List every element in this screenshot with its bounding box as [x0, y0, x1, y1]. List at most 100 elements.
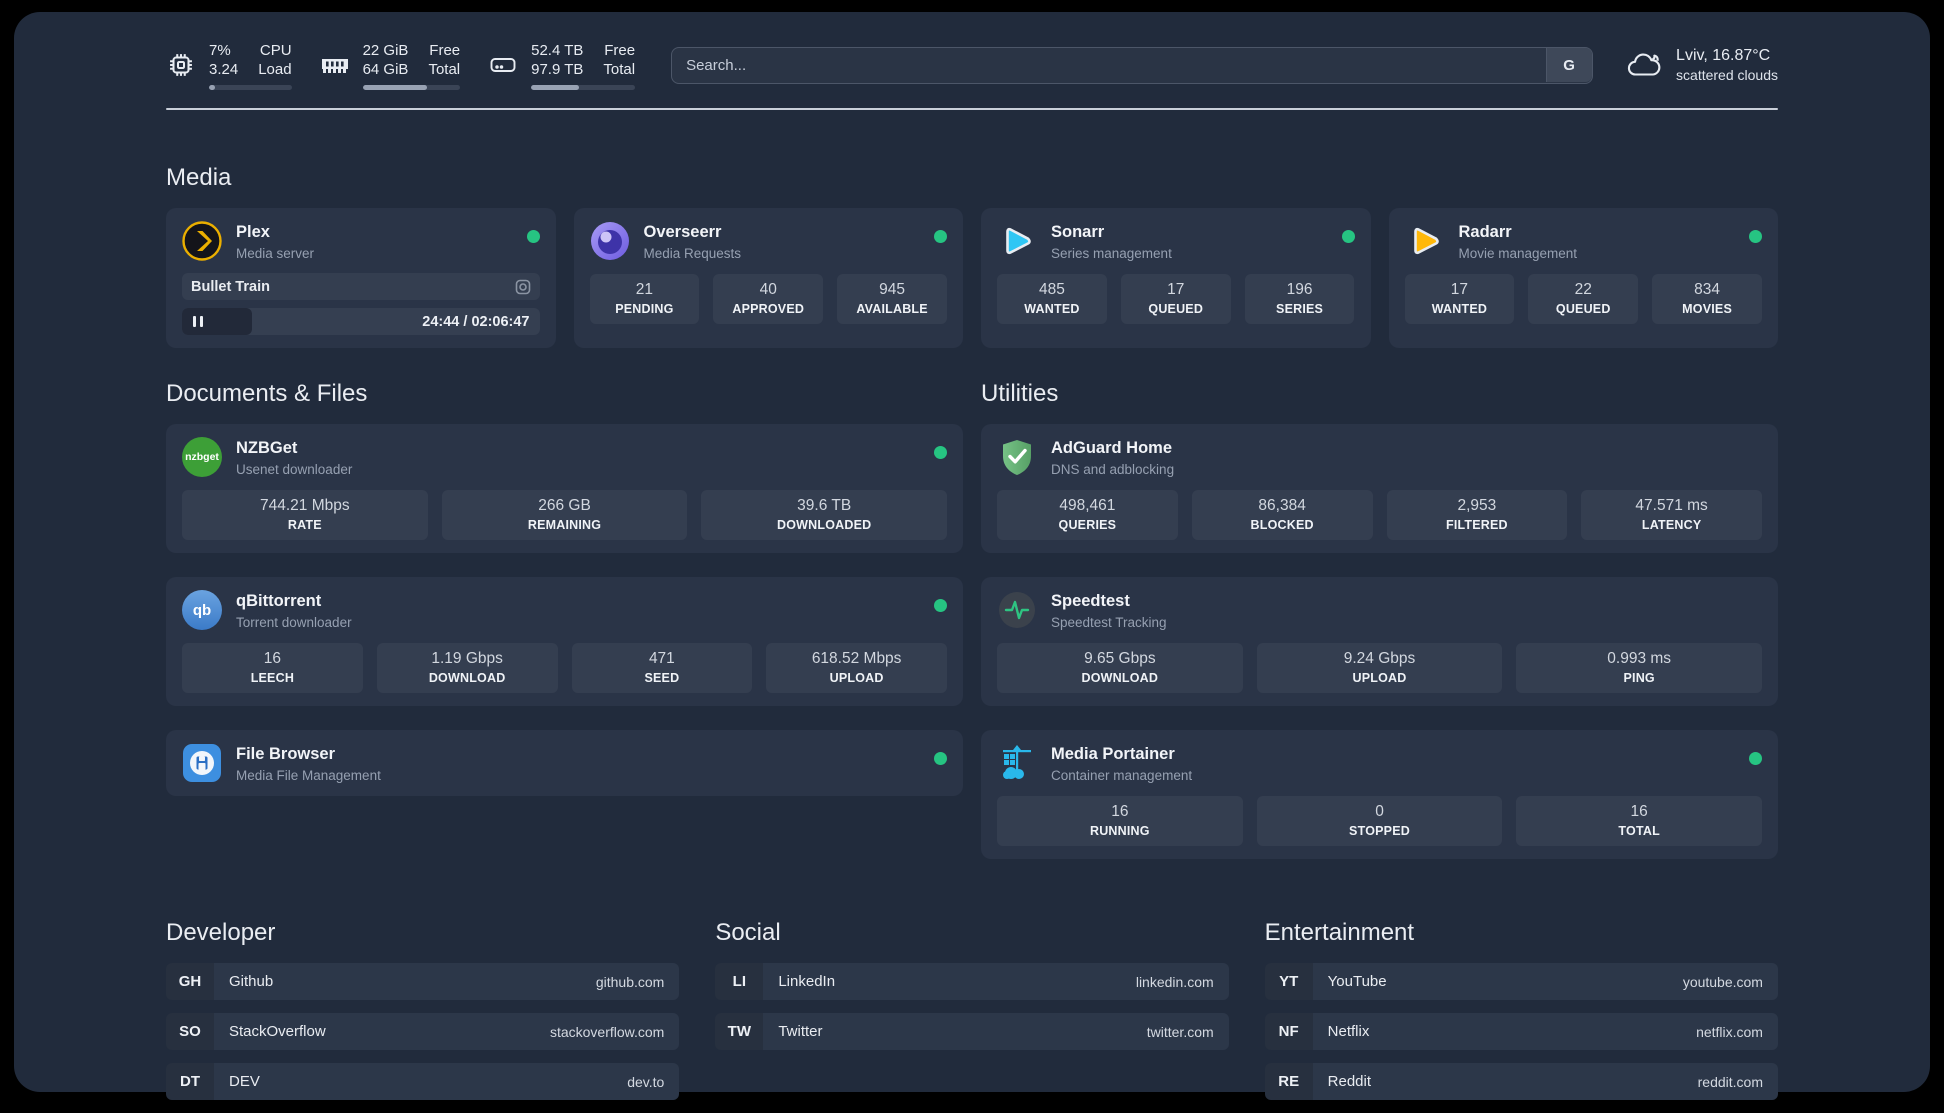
section-title-social: Social	[715, 919, 1228, 947]
memory-total-value: 64 GiB	[363, 60, 409, 80]
qbittorrent-logo-icon: qb	[182, 590, 222, 630]
search-engine-button[interactable]: G	[1546, 48, 1592, 82]
cpu-icon	[166, 50, 196, 80]
bookmark-netflix[interactable]: NF Netflix netflix.com	[1265, 1013, 1778, 1050]
bookmark-abbr: DT	[166, 1063, 214, 1100]
stat-label: PENDING	[594, 302, 696, 316]
app-card-nzbget[interactable]: nzbget NZBGet Usenet downloader 744.21 M…	[166, 424, 963, 553]
app-description: DNS and adblocking	[1051, 462, 1762, 477]
stat-label: REMAINING	[446, 518, 684, 532]
bookmark-twitter[interactable]: TW Twitter twitter.com	[715, 1013, 1228, 1050]
ram-icon	[320, 50, 350, 80]
app-name: qBittorrent	[236, 591, 920, 612]
dashboard-panel: 7% 3.24 CPU Load	[14, 12, 1930, 1092]
app-description: Media File Management	[236, 768, 920, 783]
app-name: Radarr	[1459, 222, 1736, 243]
stat-value: 21	[594, 281, 696, 299]
app-card-filebrowser[interactable]: File Browser Media File Management	[166, 730, 963, 796]
stat-tile: 9.65 Gbps DOWNLOAD	[997, 643, 1243, 693]
stat-label: BLOCKED	[1196, 518, 1369, 532]
status-online-dot	[934, 752, 947, 765]
status-online-dot	[1749, 752, 1762, 765]
search-input[interactable]	[671, 47, 1593, 84]
stat-tile: 9.24 Gbps UPLOAD	[1257, 643, 1503, 693]
bookmark-github[interactable]: GH Github github.com	[166, 963, 679, 1000]
stat-value: 196	[1249, 281, 1351, 299]
cpu-progress-track	[209, 85, 292, 90]
bookmark-url: netflix.com	[1696, 1024, 1763, 1040]
bookmark-reddit[interactable]: RE Reddit reddit.com	[1265, 1063, 1778, 1100]
app-card-plex[interactable]: Plex Media server Bullet Train 24:44 / 0…	[166, 208, 556, 348]
stat-tile: 21 PENDING	[590, 274, 700, 324]
bookmark-url: twitter.com	[1147, 1024, 1214, 1040]
memory-progress-track	[363, 85, 461, 90]
bookmark-name: StackOverflow	[229, 1023, 326, 1040]
speedtest-logo-icon	[997, 590, 1037, 630]
status-online-dot	[934, 230, 947, 243]
stat-value: 47.571 ms	[1585, 497, 1758, 515]
stat-label: WANTED	[1001, 302, 1103, 316]
app-card-speedtest[interactable]: Speedtest Speedtest Tracking 9.65 Gbps D…	[981, 577, 1778, 706]
stat-value: 16	[1520, 803, 1758, 821]
filebrowser-logo-icon	[182, 743, 222, 783]
stat-label: TOTAL	[1520, 824, 1758, 838]
disk-free-label: Free	[604, 41, 635, 61]
playback-time: 24:44 / 02:06:47	[422, 314, 529, 330]
memory-total-label: Total	[428, 60, 460, 80]
app-name: Overseerr	[644, 222, 921, 243]
cpu-progress-fill	[209, 85, 215, 90]
stat-value: 39.6 TB	[705, 497, 943, 515]
app-card-radarr[interactable]: Radarr Movie management 17 WANTED 22 QUE…	[1389, 208, 1779, 348]
nzbget-logo-text: nzbget	[185, 451, 219, 463]
stat-value: 945	[841, 281, 943, 299]
bookmarks-area: Developer GH Github github.com SO StackO…	[166, 919, 1778, 1113]
memory-progress-fill	[363, 85, 427, 90]
stat-label: UPLOAD	[1261, 671, 1499, 685]
bookmark-abbr: LI	[715, 963, 763, 1000]
bookmark-abbr: SO	[166, 1013, 214, 1050]
weather-widget: Lviv, 16.87°C scattered clouds	[1625, 47, 1778, 83]
stat-label: SERIES	[1249, 302, 1351, 316]
app-name: Sonarr	[1051, 222, 1328, 243]
bookmark-name: DEV	[229, 1073, 260, 1090]
stat-label: STOPPED	[1261, 824, 1499, 838]
bookmark-name: Reddit	[1328, 1073, 1371, 1090]
radarr-logo-icon	[1405, 221, 1445, 261]
bookmark-url: github.com	[596, 974, 664, 990]
bookmark-linkedin[interactable]: LI LinkedIn linkedin.com	[715, 963, 1228, 1000]
app-name: AdGuard Home	[1051, 438, 1762, 459]
stat-tile: 16 RUNNING	[997, 796, 1243, 846]
bookmark-abbr: GH	[166, 963, 214, 1000]
section-utilities: Utilities AdGuard Home DNS and adb	[981, 380, 1778, 859]
system-metrics: 7% 3.24 CPU Load	[166, 41, 635, 90]
bookmark-name: Github	[229, 973, 273, 990]
stat-tile: 17 WANTED	[1405, 274, 1515, 324]
bookmark-dev[interactable]: DT DEV dev.to	[166, 1063, 679, 1100]
section-title-utilities: Utilities	[981, 380, 1778, 408]
stat-value: 17	[1125, 281, 1227, 299]
section-media: Media Plex Media server Bullet Train	[166, 164, 1778, 348]
app-card-portainer[interactable]: Media Portainer Container management 16 …	[981, 730, 1778, 859]
bookmark-url: stackoverflow.com	[550, 1024, 664, 1040]
hard-drive-icon	[488, 50, 518, 80]
stat-value: 498,461	[1001, 497, 1174, 515]
stat-label: QUEUED	[1532, 302, 1634, 316]
app-name: Plex	[236, 222, 513, 243]
bookmark-url: youtube.com	[1683, 974, 1763, 990]
now-playing-title: Bullet Train	[191, 279, 515, 295]
bookmark-abbr: YT	[1265, 963, 1313, 1000]
app-card-overseerr[interactable]: Overseerr Media Requests 21 PENDING 40 A…	[574, 208, 964, 348]
app-card-sonarr[interactable]: Sonarr Series management 485 WANTED 17 Q…	[981, 208, 1371, 348]
stat-value: 0	[1261, 803, 1499, 821]
video-icon	[515, 279, 531, 295]
app-name: Media Portainer	[1051, 744, 1735, 765]
disk-total-label: Total	[603, 60, 635, 80]
bookmark-stackoverflow[interactable]: SO StackOverflow stackoverflow.com	[166, 1013, 679, 1050]
stat-tile: 86,384 BLOCKED	[1192, 490, 1373, 540]
app-card-qbittorrent[interactable]: qb qBittorrent Torrent downloader 16 LEE…	[166, 577, 963, 706]
cpu-metric: 7% 3.24 CPU Load	[166, 41, 292, 90]
plex-logo-icon	[182, 221, 222, 261]
app-card-adguard[interactable]: AdGuard Home DNS and adblocking 498,461 …	[981, 424, 1778, 553]
stat-tile: 39.6 TB DOWNLOADED	[701, 490, 947, 540]
bookmark-youtube[interactable]: YT YouTube youtube.com	[1265, 963, 1778, 1000]
